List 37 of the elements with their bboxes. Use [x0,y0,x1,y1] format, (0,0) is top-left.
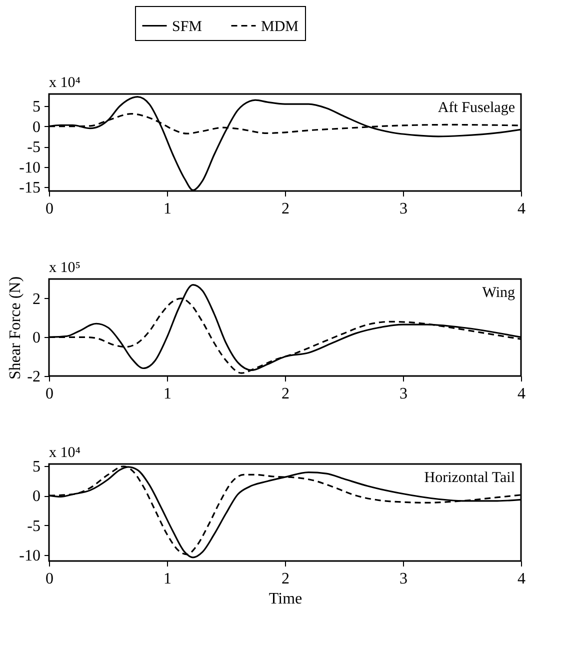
annotation: Wing [482,285,516,301]
x-tick-label: 2 [282,386,290,402]
x-tick-label: 3 [400,386,408,402]
y-tick-label: 5 [32,458,40,476]
y-tick-label: -2 [27,368,40,386]
text: x 10⁵ [49,260,80,276]
x-tick-label: 3 [400,200,408,218]
y-tick-label: 5 [32,98,40,116]
x-tick-label: 0 [46,200,54,218]
text: x 10⁴ [49,445,80,461]
annotation: Aft Fuselage [438,100,516,116]
y-tick-label: -15 [19,179,40,196]
legend-label: MDM [261,18,299,35]
x-tick-label: 4 [518,570,526,588]
x-tick-label: 4 [518,200,526,218]
x-tick-label: 0 [46,570,54,588]
y-axis-title: Shear Force (N) [7,276,24,380]
y-tick-label: 0 [32,330,40,347]
x-tick-label: 1 [164,386,172,402]
x-tick-label: 2 [282,200,290,218]
x-tick-label: 4 [518,386,526,402]
x-axis-title: Time [268,590,302,608]
x-tick-label: 3 [400,570,408,588]
legend-label: SFM [172,18,202,35]
y-tick-label: -5 [27,518,40,535]
y-tick-label: -5 [27,139,40,156]
text: x 10⁴ [49,75,80,91]
x-tick-label: 2 [282,570,290,588]
y-tick-label: 0 [32,118,40,136]
x-tick-label: 1 [164,200,172,218]
x-tick-label: 0 [46,386,54,402]
annotation: Horizontal Tail [424,470,515,486]
y-tick-label: 2 [32,290,40,308]
x-tick-label: 1 [164,570,172,588]
y-tick-label: -10 [19,548,40,565]
y-tick-label: -10 [19,159,40,176]
y-tick-label: 0 [32,488,40,506]
